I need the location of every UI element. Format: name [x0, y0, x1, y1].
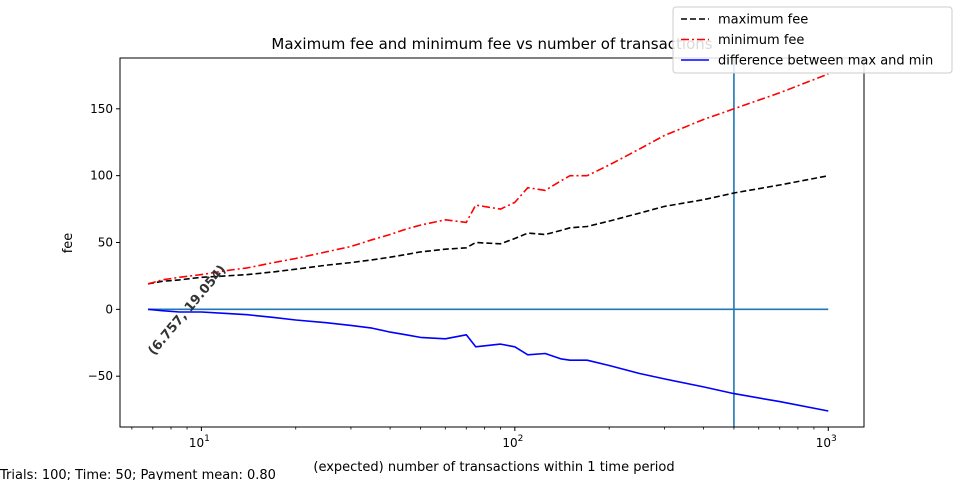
series-group	[147, 73, 829, 412]
legend-box	[672, 6, 953, 74]
y-tick-label: 100	[90, 169, 113, 183]
legend: maximum fee minimum fee difference between…	[672, 6, 953, 74]
y-axis-label: fee	[61, 233, 76, 254]
y-tick-label: 150	[90, 102, 113, 116]
series-line-minimum-fee	[147, 73, 829, 285]
legend-label: minimum fee	[718, 33, 804, 48]
x-axis-label: (expected) number of transactions within…	[313, 460, 674, 475]
axes: −50 0 50 100 150 101 102 103	[88, 57, 865, 450]
series-line-maximum-fee	[147, 174, 829, 285]
legend-label: maximum fee	[718, 13, 808, 28]
y-tick-label: 0	[105, 302, 113, 316]
series-line-difference-between-max-and-min	[147, 308, 829, 412]
x-tick-label: 103	[816, 434, 837, 450]
x-tick-label: 101	[189, 434, 210, 450]
legend-label: difference between max and min	[718, 54, 933, 69]
y-tick-label: −50	[88, 369, 113, 383]
footer-caption: Trials: 100; Time: 50; Payment mean: 0.8…	[0, 468, 276, 480]
y-tick-label: 50	[98, 236, 113, 250]
chart-title: Maximum fee and minimum fee vs number of…	[271, 35, 712, 53]
reference-lines	[148, 58, 829, 427]
plot-area	[120, 58, 864, 427]
plot-background	[120, 58, 864, 427]
x-tick-label: 102	[502, 434, 523, 450]
